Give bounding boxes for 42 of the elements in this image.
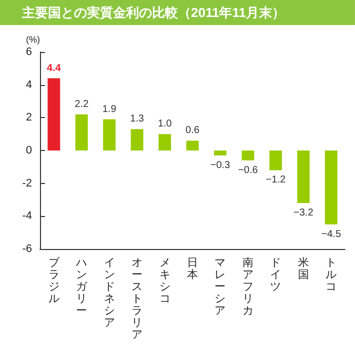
bar [269,150,282,170]
y-tick-label: -6 [22,243,32,255]
bar [214,150,226,156]
data-label: −4.5 [321,228,342,240]
bar [103,119,116,150]
data-label: 1.0 [158,118,172,130]
bar [186,140,199,150]
bar [324,150,338,224]
x-tick-label: ハンガリー [75,257,88,317]
data-label: −1.2 [266,174,286,186]
y-tick-label: 4 [26,78,32,91]
y-axis-title: (%) [26,34,40,44]
bar [75,114,88,150]
x-tick-label: オーストラリア [132,257,143,341]
y-tick-label: 2 [26,112,32,124]
y-tick-label: -2 [22,177,32,190]
y-tick-label: 6 [26,46,32,58]
x-tick-label: トルコ [326,257,337,293]
chart-title: 主要国との実質金利の比較（2011年11月末） [21,5,285,20]
data-label: 1.3 [130,114,144,125]
x-tick-label: ブラジル [48,256,60,305]
data-label: 1.9 [102,104,117,115]
x-tick-label: マレーシア [214,257,226,317]
x-tick-label: メキシコ [159,257,170,305]
x-tick-label: 南アフリカ [242,256,254,317]
x-tick-label: インドネシア [104,257,115,329]
x-tick-label: ドイツ [270,257,282,293]
data-label: 0.6 [186,125,200,136]
data-label: −0.3 [210,160,231,171]
y-tick-label: -4 [22,210,32,222]
y-tick-label: 0 [26,144,32,156]
bar [242,150,254,160]
bar [158,134,172,150]
bar [48,78,60,150]
x-tick-label: 日本 [187,257,198,281]
data-label: 4.4 [46,62,62,74]
x-tick-label: 米国 [298,256,309,281]
data-label: 2.2 [74,98,89,110]
data-label: −3.2 [294,208,314,219]
bar [130,129,144,150]
data-label: −0.6 [238,164,258,176]
bar [297,150,310,204]
